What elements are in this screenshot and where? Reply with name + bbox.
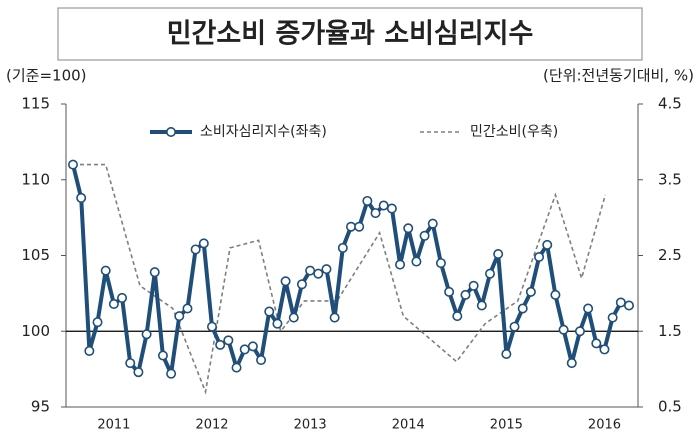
y-tick-label: 105 (21, 246, 50, 264)
marker (550, 289, 561, 300)
marker (452, 311, 463, 322)
marker (444, 286, 455, 297)
y2-tick-label: 0.5 (658, 398, 682, 416)
marker (501, 348, 512, 359)
marker (92, 317, 103, 328)
marker (280, 276, 291, 287)
marker (460, 289, 471, 300)
marker (272, 318, 283, 329)
x-tick-label: 2012 (195, 418, 228, 433)
marker (583, 303, 594, 314)
y-tick-label: 100 (21, 322, 50, 340)
marker (534, 252, 545, 263)
marker (76, 192, 87, 203)
marker (215, 339, 226, 350)
marker (370, 208, 381, 219)
y2-axis-label: (단위:전년동기대비, %) (543, 67, 694, 85)
chart-title: 민간소비 증가율과 소비심리지수 (167, 19, 534, 50)
marker (378, 200, 389, 211)
marker (100, 265, 111, 276)
y-axis-label: (기준=100) (6, 67, 87, 85)
marker (476, 300, 487, 311)
y2-tick-label: 4.5 (658, 95, 682, 113)
marker (256, 355, 267, 366)
marker (157, 350, 168, 361)
marker (305, 265, 316, 276)
marker (493, 248, 504, 259)
y-tick-label: 115 (21, 95, 50, 113)
marker (296, 279, 307, 290)
marker (231, 362, 242, 373)
x-tick-label: 2013 (294, 418, 327, 433)
marker (247, 341, 258, 352)
y-tick-label: 95 (31, 398, 50, 416)
marker (207, 321, 218, 332)
marker (525, 286, 536, 297)
marker (141, 329, 152, 340)
marker (239, 344, 250, 355)
title-box (57, 7, 643, 61)
marker (435, 258, 446, 269)
marker (174, 311, 185, 322)
marker (615, 297, 626, 308)
y2-tick-label: 2.5 (658, 246, 682, 264)
marker (591, 338, 602, 349)
marker (288, 312, 299, 323)
marker (198, 238, 209, 249)
marker (623, 300, 634, 311)
marker (542, 239, 553, 250)
marker (484, 268, 495, 279)
marker (166, 368, 177, 379)
marker (68, 159, 79, 170)
marker (133, 367, 144, 378)
y2-tick-label: 1.5 (658, 322, 682, 340)
x-tick-label: 2015 (490, 418, 523, 433)
marker (337, 242, 348, 253)
series-line (73, 163, 607, 395)
marker (509, 321, 520, 332)
x-tick-label: 2014 (392, 418, 425, 433)
marker (403, 223, 414, 234)
x-tick-label: 2016 (588, 418, 621, 433)
legend-label: 소비자심리지수(좌축) (200, 124, 327, 140)
marker (84, 345, 95, 356)
marker (419, 230, 430, 241)
marker (599, 344, 610, 355)
marker (313, 268, 324, 279)
marker (354, 221, 365, 232)
x-tick-label: 2011 (97, 418, 130, 433)
marker (427, 218, 438, 229)
marker (329, 312, 340, 323)
y2-tick-label: 3.5 (658, 170, 682, 188)
marker (182, 303, 193, 314)
marker (574, 326, 585, 337)
marker (190, 244, 201, 255)
marker (517, 303, 528, 314)
marker (321, 264, 332, 275)
marker (108, 298, 119, 309)
marker (468, 280, 479, 291)
marker (264, 306, 275, 317)
marker (125, 358, 136, 369)
marker (362, 195, 373, 206)
marker (149, 267, 160, 278)
marker (386, 203, 397, 214)
marker (411, 256, 422, 267)
marker (558, 324, 569, 335)
marker (607, 312, 618, 323)
marker (345, 221, 356, 232)
marker (395, 259, 406, 270)
marker (223, 335, 234, 346)
y-tick-label: 110 (21, 170, 50, 188)
marker (117, 292, 128, 303)
marker (566, 358, 577, 369)
legend-label: 민간소비(우축) (470, 124, 558, 140)
legend-marker (166, 127, 177, 138)
